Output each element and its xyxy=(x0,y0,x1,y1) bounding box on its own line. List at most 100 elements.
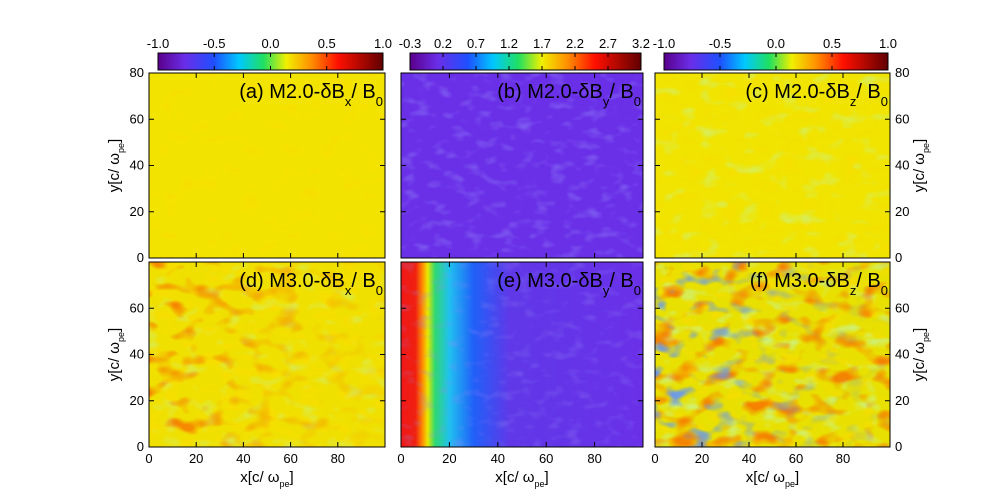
y-tick-label: 0 xyxy=(895,439,902,454)
y-axis-label-part: ] xyxy=(911,328,928,332)
field xyxy=(401,262,643,447)
panel-title: (b) M2.0-δBy/ B0 xyxy=(497,81,641,109)
colorbar-tick-label: 1.2 xyxy=(500,36,518,51)
x-tick-label: 60 xyxy=(789,451,803,466)
x-axis-label-part: pe xyxy=(535,479,545,489)
panel-title-part: (d) M3.0-δB xyxy=(239,270,345,292)
y-axis-label-part: ] xyxy=(911,139,928,143)
y-axis-label: y[c/ ωpe] xyxy=(106,139,126,192)
x-axis-label-part: pe xyxy=(280,479,290,489)
x-axis-label-part: pe xyxy=(785,479,795,489)
colorbar-tick-label: 0.0 xyxy=(767,36,785,51)
panel-title-part: z xyxy=(850,94,857,109)
y-tick-label: 40 xyxy=(130,158,144,173)
panel-title-part: 0 xyxy=(376,94,383,109)
panel-title-part: / B xyxy=(351,270,375,292)
colorbar-tick-label: 1.7 xyxy=(533,36,551,51)
panel-title-part: y xyxy=(603,94,610,109)
panel-title-part: (f) M3.0-δB xyxy=(750,270,850,292)
y-tick-label: 40 xyxy=(895,158,909,173)
colorbar-tick-label: 0.7 xyxy=(467,36,485,51)
x-axis-label-part: x[c/ ω xyxy=(495,469,535,486)
colorbar-tick-label: 1.0 xyxy=(374,36,392,51)
panel-title-part: z xyxy=(850,283,857,298)
x-tick-label: 40 xyxy=(742,451,756,466)
x-axis-label: x[c/ ωpe] xyxy=(495,469,548,489)
panel-title-part: y xyxy=(603,283,610,298)
y-tick-label: 0 xyxy=(137,250,144,265)
panel-title-part: x xyxy=(345,94,352,109)
colorbar xyxy=(409,52,642,71)
panel-title-part: x xyxy=(345,283,352,298)
x-axis-label-part: x[c/ ω xyxy=(240,469,280,486)
field xyxy=(149,262,385,447)
y-tick-label: 40 xyxy=(895,347,909,362)
colorbar-tick-label: 0.2 xyxy=(434,36,452,51)
y-tick-label: 0 xyxy=(137,439,144,454)
panel-title-part: 0 xyxy=(881,283,888,298)
x-tick-label: 0 xyxy=(651,451,658,466)
y-tick-label: 60 xyxy=(895,111,909,126)
panel-title-part: 0 xyxy=(881,94,888,109)
y-axis-label: y[c/ ωpe] xyxy=(106,328,126,381)
y-axis-label-part: ] xyxy=(106,328,123,332)
panel-title-part: 0 xyxy=(634,283,641,298)
panel-title-part: 0 xyxy=(376,283,383,298)
panel-title: (e) M3.0-δBy/ B0 xyxy=(497,270,641,298)
colorbar-tick-label: 1.0 xyxy=(879,36,897,51)
y-axis-label-part: ] xyxy=(106,139,123,143)
colorbar-tick-label: -0.5 xyxy=(709,36,731,51)
y-axis-label-part: y[c/ ω xyxy=(106,342,123,382)
colorbar-tick-label: 0.0 xyxy=(261,36,279,51)
y-axis-label: y[c/ ωpe] xyxy=(911,328,931,381)
x-tick-label: 80 xyxy=(587,451,601,466)
panel-title: (d) M3.0-δBx/ B0 xyxy=(239,270,383,298)
y-axis-label-part: pe xyxy=(116,143,126,153)
y-tick-label: 40 xyxy=(130,347,144,362)
x-axis-label: x[c/ ωpe] xyxy=(746,469,799,489)
y-tick-label: 20 xyxy=(895,393,909,408)
y-tick-label: 20 xyxy=(130,393,144,408)
panel-title-part: 0 xyxy=(634,94,641,109)
field xyxy=(149,73,385,258)
panel-title-part: / B xyxy=(351,81,375,103)
field xyxy=(655,73,890,258)
panel-title-part: (c) M2.0-δB xyxy=(745,81,849,103)
x-tick-label: 40 xyxy=(491,451,505,466)
x-axis-label-part: ] xyxy=(795,469,799,486)
y-tick-label: 60 xyxy=(895,300,909,315)
x-axis-label-part: ] xyxy=(545,469,549,486)
y-axis-label-part: y[c/ ω xyxy=(911,342,928,382)
y-tick-label: 0 xyxy=(895,250,902,265)
x-axis-label-part: x[c/ ω xyxy=(746,469,786,486)
colorbar-tick-label: 2.7 xyxy=(599,36,617,51)
y-axis-label-part: y[c/ ω xyxy=(911,153,928,193)
y-axis-label-part: pe xyxy=(921,143,931,153)
y-tick-label: 60 xyxy=(130,111,144,126)
x-tick-label: 80 xyxy=(836,451,850,466)
x-axis-label: x[c/ ωpe] xyxy=(240,469,293,489)
colorbar-tick-label: 2.2 xyxy=(566,36,584,51)
x-tick-label: 20 xyxy=(189,451,203,466)
colorbar-tick-label: -0.5 xyxy=(203,36,225,51)
y-axis-label-part: pe xyxy=(921,332,931,342)
x-tick-label: 40 xyxy=(236,451,250,466)
panel-title-part: (b) M2.0-δB xyxy=(497,81,603,103)
panel-title-part: / B xyxy=(856,81,880,103)
x-tick-label: 0 xyxy=(145,451,152,466)
field xyxy=(655,262,890,447)
panel-title-part: (e) M3.0-δB xyxy=(497,270,603,292)
x-tick-label: 60 xyxy=(283,451,297,466)
colorbar-tick-label: -1.0 xyxy=(653,36,675,51)
x-axis-label-part: ] xyxy=(290,469,294,486)
panel-title: (c) M2.0-δBz/ B0 xyxy=(745,81,888,109)
panel-title-part: / B xyxy=(609,270,633,292)
field xyxy=(401,73,643,258)
panel-title-part: / B xyxy=(856,270,880,292)
colorbar-tick-label: 0.5 xyxy=(318,36,336,51)
x-tick-label: 20 xyxy=(442,451,456,466)
y-tick-label: 80 xyxy=(895,65,909,80)
panel-title-part: / B xyxy=(609,81,633,103)
y-axis-label-part: pe xyxy=(116,332,126,342)
